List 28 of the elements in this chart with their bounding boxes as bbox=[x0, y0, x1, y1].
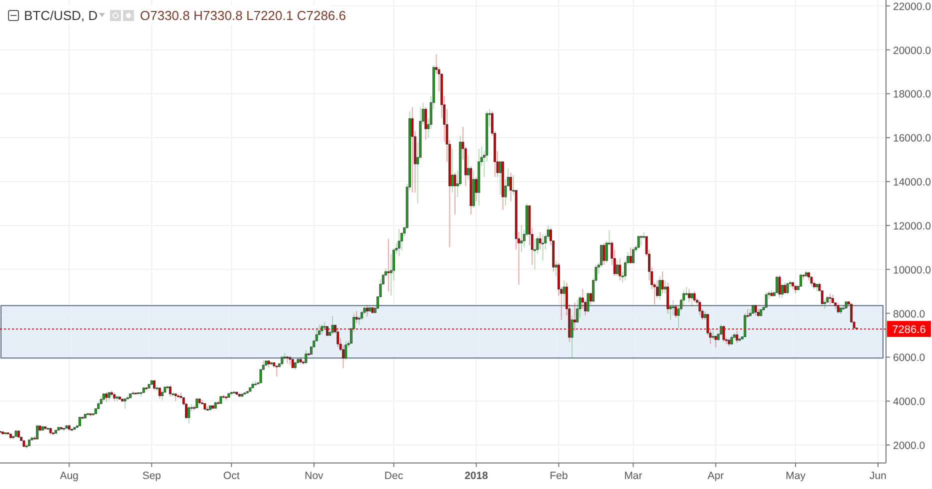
y-tick-label: 20000.0 bbox=[893, 44, 932, 57]
y-tick-label: 2000.0 bbox=[893, 440, 926, 452]
y-tick-label: 6000.0 bbox=[893, 352, 926, 364]
candlestick bbox=[260, 368, 262, 384]
y-tick-label: 14000.0 bbox=[893, 176, 932, 189]
text: BTC/USD, D bbox=[24, 8, 98, 23]
x-tick-label: Sep bbox=[142, 470, 162, 482]
x-tick-label: Nov bbox=[304, 470, 324, 482]
text: O7330.8 H7330.8 L7220.1 C7286.6 bbox=[140, 8, 346, 23]
x-tick-label: Mar bbox=[624, 470, 643, 482]
x-tick-label: Dec bbox=[384, 470, 404, 482]
y-tick-label: 16000.0 bbox=[893, 132, 932, 145]
x-tick-label: Aug bbox=[60, 470, 79, 482]
y-tick-label: 18000.0 bbox=[893, 88, 932, 101]
y-tick-label: 12000.0 bbox=[893, 220, 932, 232]
candlestick bbox=[36, 424, 38, 440]
y-tick-label: 4000.0 bbox=[893, 396, 926, 408]
y-tick-label: 8000.0 bbox=[893, 308, 926, 320]
y-tick-label: 22000.0 bbox=[893, 0, 932, 13]
x-tick-label: May bbox=[786, 470, 806, 482]
y-tick-label: 10000.0 bbox=[893, 264, 932, 276]
x-tick-label: Apr bbox=[708, 470, 724, 482]
candlestick bbox=[350, 327, 352, 344]
ref-line-label: 7286.6 bbox=[892, 324, 926, 336]
x-tick-label: Oct bbox=[223, 470, 240, 482]
x-tick-label: Jun bbox=[870, 470, 887, 482]
x-tick-label: Feb bbox=[550, 470, 568, 482]
x-tick-label: 2018 bbox=[464, 470, 488, 482]
